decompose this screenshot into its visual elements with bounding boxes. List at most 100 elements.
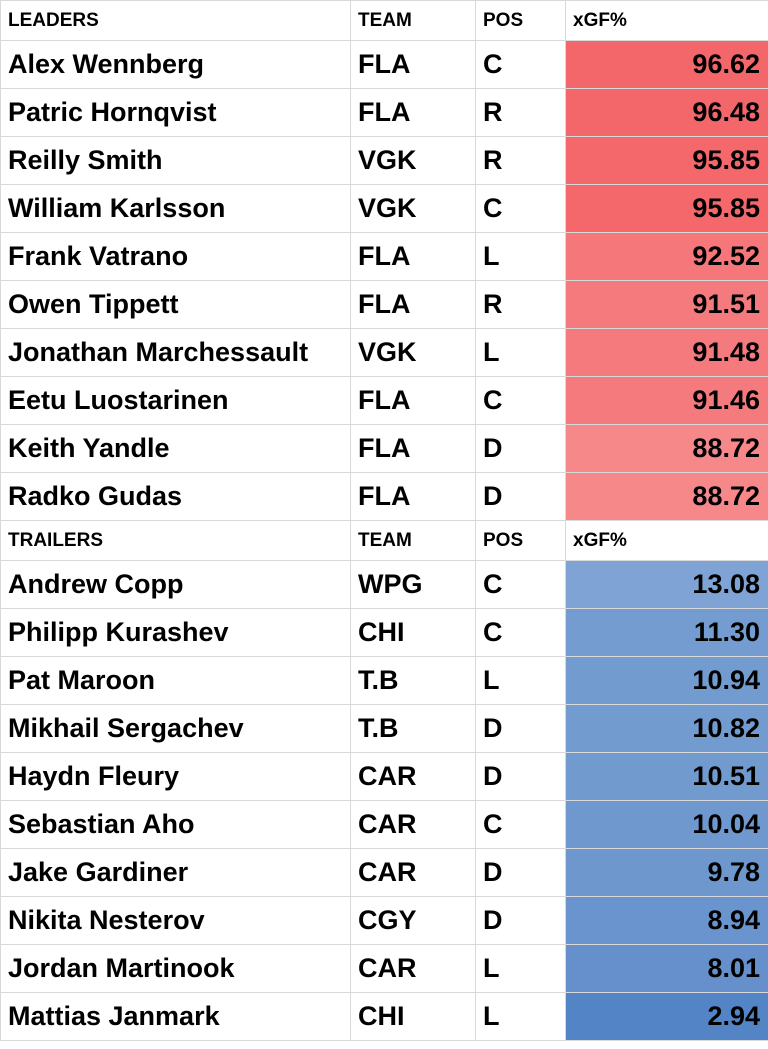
- position: D: [475, 472, 566, 521]
- header-cell: xGF%: [565, 520, 768, 561]
- team: CHI: [350, 608, 476, 657]
- xgf-percent: 8.94: [565, 896, 768, 945]
- position: R: [475, 280, 566, 329]
- position: C: [475, 560, 566, 609]
- xgf-percent: 95.85: [565, 136, 768, 185]
- header-cell: POS: [475, 0, 566, 41]
- header-row: LEADERS TEAM POS xGF%: [0, 0, 768, 41]
- player-name: Owen Tippett: [0, 280, 351, 329]
- player-name: Patric Hornqvist: [0, 88, 351, 137]
- player-row: Jonathan Marchessault VGK L 91.48: [0, 328, 768, 377]
- player-row: Reilly Smith VGK R 95.85: [0, 136, 768, 185]
- team: CAR: [350, 752, 476, 801]
- player-row: Mikhail Sergachev T.B D 10.82: [0, 704, 768, 753]
- header-cell: TEAM: [350, 0, 476, 41]
- position: L: [475, 656, 566, 705]
- player-name: Reilly Smith: [0, 136, 351, 185]
- xgf-percent: 96.62: [565, 40, 768, 89]
- header-cell: POS: [475, 520, 566, 561]
- player-row: Mattias Janmark CHI L 2.94: [0, 992, 768, 1041]
- player-name: Philipp Kurashev: [0, 608, 351, 657]
- player-row: Radko Gudas FLA D 88.72: [0, 472, 768, 521]
- player-name: Pat Maroon: [0, 656, 351, 705]
- team: CAR: [350, 944, 476, 993]
- player-row: Nikita Nesterov CGY D 8.94: [0, 896, 768, 945]
- player-row: Patric Hornqvist FLA R 96.48: [0, 88, 768, 137]
- player-row: Philipp Kurashev CHI C 11.30: [0, 608, 768, 657]
- xgf-percent: 8.01: [565, 944, 768, 993]
- player-name: Mattias Janmark: [0, 992, 351, 1041]
- team: FLA: [350, 376, 476, 425]
- player-row: Andrew Copp WPG C 13.08: [0, 560, 768, 609]
- position: L: [475, 944, 566, 993]
- player-row: Jordan Martinook CAR L 8.01: [0, 944, 768, 993]
- team: FLA: [350, 472, 476, 521]
- position: D: [475, 848, 566, 897]
- team: WPG: [350, 560, 476, 609]
- position: C: [475, 608, 566, 657]
- xgf-percent: 2.94: [565, 992, 768, 1041]
- position: D: [475, 704, 566, 753]
- player-name: Frank Vatrano: [0, 232, 351, 281]
- player-name: Mikhail Sergachev: [0, 704, 351, 753]
- player-row: Alex Wennberg FLA C 96.62: [0, 40, 768, 89]
- player-row: Jake Gardiner CAR D 9.78: [0, 848, 768, 897]
- player-name: Jonathan Marchessault: [0, 328, 351, 377]
- team: FLA: [350, 88, 476, 137]
- xgf-percent: 91.51: [565, 280, 768, 329]
- player-name: Alex Wennberg: [0, 40, 351, 89]
- position: D: [475, 752, 566, 801]
- team: FLA: [350, 232, 476, 281]
- team: VGK: [350, 136, 476, 185]
- position: L: [475, 992, 566, 1041]
- player-name: Haydn Fleury: [0, 752, 351, 801]
- player-row: Frank Vatrano FLA L 92.52: [0, 232, 768, 281]
- player-name: Sebastian Aho: [0, 800, 351, 849]
- player-name: Keith Yandle: [0, 424, 351, 473]
- player-row: Haydn Fleury CAR D 10.51: [0, 752, 768, 801]
- xgf-percent: 9.78: [565, 848, 768, 897]
- team: T.B: [350, 704, 476, 753]
- player-row: William Karlsson VGK C 95.85: [0, 184, 768, 233]
- xgf-percent: 88.72: [565, 472, 768, 521]
- team: CAR: [350, 848, 476, 897]
- header-cell: TRAILERS: [0, 520, 351, 561]
- xgf-percent: 10.04: [565, 800, 768, 849]
- xgf-percent: 91.46: [565, 376, 768, 425]
- position: L: [475, 232, 566, 281]
- team: CGY: [350, 896, 476, 945]
- header-cell: LEADERS: [0, 0, 351, 41]
- player-row: Keith Yandle FLA D 88.72: [0, 424, 768, 473]
- xgf-percent: 88.72: [565, 424, 768, 473]
- xgf-percent: 11.30: [565, 608, 768, 657]
- player-name: Jordan Martinook: [0, 944, 351, 993]
- position: C: [475, 184, 566, 233]
- position: R: [475, 88, 566, 137]
- xgf-percent: 10.94: [565, 656, 768, 705]
- team: CAR: [350, 800, 476, 849]
- xgf-percent: 95.85: [565, 184, 768, 233]
- xgf-percent: 96.48: [565, 88, 768, 137]
- xgf-percent: 10.51: [565, 752, 768, 801]
- position: D: [475, 896, 566, 945]
- position: L: [475, 328, 566, 377]
- player-row: Pat Maroon T.B L 10.94: [0, 656, 768, 705]
- xgf-percent: 13.08: [565, 560, 768, 609]
- player-row: Owen Tippett FLA R 91.51: [0, 280, 768, 329]
- position: C: [475, 376, 566, 425]
- player-name: Nikita Nesterov: [0, 896, 351, 945]
- player-row: Eetu Luostarinen FLA C 91.46: [0, 376, 768, 425]
- xgf-percent: 91.48: [565, 328, 768, 377]
- position: C: [475, 800, 566, 849]
- team: T.B: [350, 656, 476, 705]
- header-row: TRAILERS TEAM POS xGF%: [0, 520, 768, 561]
- position: C: [475, 40, 566, 89]
- header-cell: xGF%: [565, 0, 768, 41]
- xgf-percent: 10.82: [565, 704, 768, 753]
- team: VGK: [350, 184, 476, 233]
- player-name: Andrew Copp: [0, 560, 351, 609]
- team: FLA: [350, 280, 476, 329]
- player-name: Jake Gardiner: [0, 848, 351, 897]
